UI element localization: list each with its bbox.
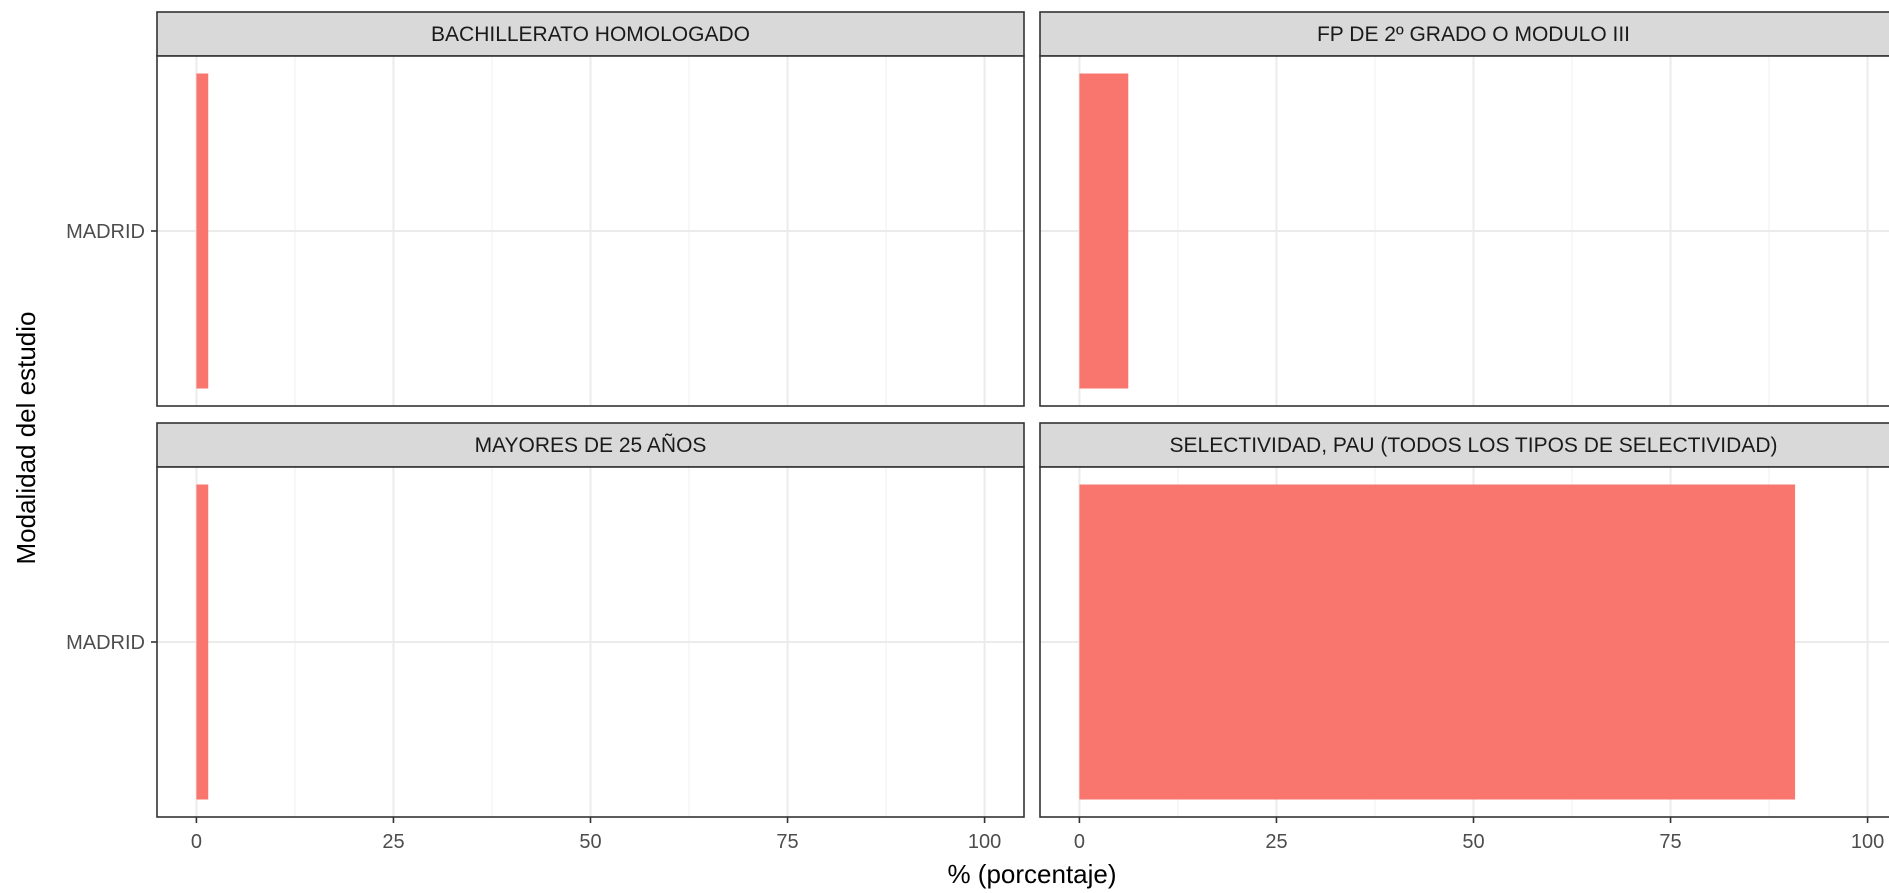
x-tick-label: 0	[1074, 831, 1085, 853]
facet-panels: BACHILLERATO HOMOLOGADO MADRID FP DE 2º GR…	[66, 11, 1889, 853]
x-tick-label: 25	[1265, 831, 1287, 853]
facet-title: BACHILLERATO HOMOLOGADO	[431, 23, 750, 46]
facet-panel: SELECTIVIDAD, PAU (TODOS LOS TIPOS DE SE…	[1039, 422, 1889, 853]
bar	[1079, 73, 1129, 389]
x-tick-label: 50	[579, 831, 601, 853]
facet-title: MAYORES DE 25 AÑOS	[475, 433, 707, 457]
x-axis-title: % (porcentaje)	[947, 859, 1116, 889]
facet-strip	[1039, 11, 1889, 57]
panel-border	[1039, 55, 1889, 407]
facet-panel: FP DE 2º GRADO O MODULO III	[1039, 11, 1889, 407]
x-tick-label: 75	[776, 831, 798, 853]
facet-strip	[1039, 422, 1889, 468]
facet-title: SELECTIVIDAD, PAU (TODOS LOS TIPOS DE SE…	[1170, 434, 1778, 457]
x-tick-label: 75	[1659, 831, 1681, 853]
bar	[196, 484, 209, 800]
x-tick-label: 50	[1462, 831, 1484, 853]
y-tick-label: MADRID	[66, 221, 145, 243]
y-axis-title: Modalidad del estudio	[11, 312, 41, 565]
facet-strip	[156, 11, 1025, 57]
facet-panel: BACHILLERATO HOMOLOGADO MADRID	[66, 11, 1025, 407]
x-tick-label: 100	[1851, 831, 1884, 853]
x-tick-label: 25	[382, 831, 404, 853]
x-tick-label: 0	[191, 831, 202, 853]
bar	[1079, 484, 1796, 800]
bar	[196, 73, 209, 389]
y-tick-label: MADRID	[66, 632, 145, 654]
facet-strip	[156, 422, 1025, 468]
x-tick-label: 100	[968, 831, 1001, 853]
facet-panel: MAYORES DE 25 AÑOS MADRID 0 25 50 75 100	[66, 422, 1025, 853]
facet-title: FP DE 2º GRADO O MODULO III	[1317, 23, 1630, 46]
